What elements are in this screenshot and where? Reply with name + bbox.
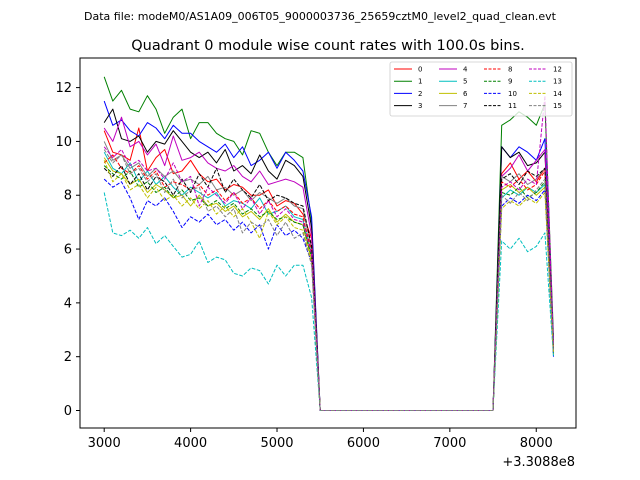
legend-label-13: 13 bbox=[553, 78, 562, 86]
y-tick-label: 8 bbox=[64, 189, 72, 204]
legend-label-2: 2 bbox=[418, 90, 422, 98]
x-tick-label: 3000 bbox=[88, 436, 121, 451]
x-tick-label: 7000 bbox=[433, 436, 466, 451]
legend-label-1: 1 bbox=[418, 78, 422, 86]
legend-label-14: 14 bbox=[553, 90, 562, 98]
y-tick-label: 4 bbox=[64, 296, 72, 311]
chart-title: Quadrant 0 module wise count rates with … bbox=[131, 38, 525, 54]
y-tick-label: 10 bbox=[55, 135, 72, 150]
x-tick-label: 8000 bbox=[520, 436, 553, 451]
series-line-2 bbox=[103, 100, 554, 411]
legend-label-5: 5 bbox=[463, 78, 467, 86]
y-tick-label: 0 bbox=[64, 404, 72, 419]
series-line-1 bbox=[103, 76, 554, 411]
legend-label-6: 6 bbox=[463, 90, 468, 98]
legend-label-7: 7 bbox=[463, 102, 467, 110]
series-line-15 bbox=[103, 149, 554, 411]
y-tick-label: 12 bbox=[55, 81, 72, 96]
x-tick-label: 5000 bbox=[260, 436, 293, 451]
series-line-4 bbox=[103, 116, 554, 411]
x-axis: 3000 4000 5000 6000 7000 8000 bbox=[88, 428, 553, 451]
y-axis: 0 2 4 6 8 10 12 bbox=[55, 81, 80, 419]
y-tick-label: 2 bbox=[64, 350, 72, 365]
series-line-0 bbox=[103, 127, 554, 411]
legend-label-9: 9 bbox=[508, 78, 512, 86]
legend-label-8: 8 bbox=[508, 66, 512, 74]
legend-box bbox=[389, 61, 573, 117]
legend-label-10: 10 bbox=[508, 90, 517, 98]
legend-label-15: 15 bbox=[553, 102, 562, 110]
plot-frame bbox=[79, 57, 577, 429]
series-line-10 bbox=[103, 178, 554, 411]
legend-label-0: 0 bbox=[418, 66, 422, 74]
legend-label-3: 3 bbox=[418, 102, 422, 110]
y-tick-label: 6 bbox=[64, 243, 72, 258]
legend-label-11: 11 bbox=[508, 102, 517, 110]
x-offset-label: +3.3088e8 bbox=[502, 455, 575, 470]
series-line-14 bbox=[103, 160, 554, 411]
legend-label-4: 4 bbox=[463, 66, 468, 74]
series-line-9 bbox=[103, 165, 554, 411]
series-line-13 bbox=[103, 192, 554, 411]
series-line-11 bbox=[103, 165, 554, 411]
x-tick-label: 6000 bbox=[347, 436, 380, 451]
series-line-5 bbox=[103, 151, 554, 411]
suptitle: Data file: modeM0/AS1A09_006T05_90000037… bbox=[84, 10, 557, 23]
series-layer bbox=[103, 76, 554, 411]
x-tick-label: 4000 bbox=[174, 436, 207, 451]
series-line-3 bbox=[103, 108, 554, 411]
legend-label-12: 12 bbox=[553, 66, 562, 74]
